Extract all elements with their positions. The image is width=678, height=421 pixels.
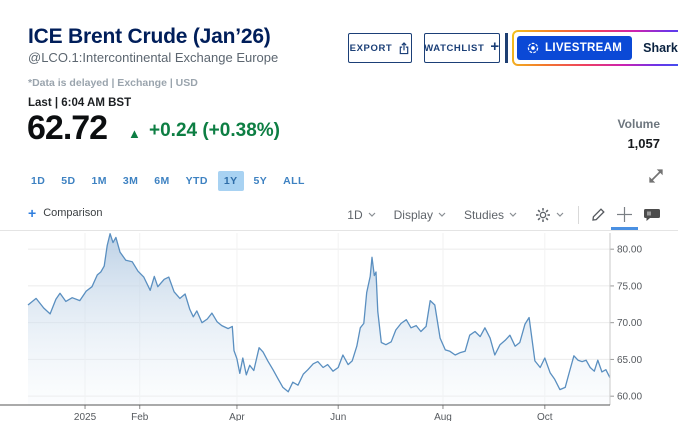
range-tabs: 1D 5D 1M 3M 6M YTD 1Y 5Y ALL [23, 171, 313, 191]
gear-icon [536, 207, 550, 222]
chart-settings-button[interactable] [526, 207, 573, 223]
range-tab-ytd[interactable]: YTD [185, 175, 208, 187]
toolbar-divider [578, 205, 579, 224]
livestream-banner-inner: LIVESTREAM Shark Tank [514, 32, 678, 64]
range-tab-5d[interactable]: 5D [61, 175, 76, 187]
chevron-down-icon [438, 212, 446, 217]
x-tick-label: 2025 [74, 412, 97, 421]
annotation-icon [643, 208, 660, 221]
watchlist-button-label: WATCHLIST [424, 42, 485, 54]
range-tab-all[interactable]: ALL [283, 175, 305, 187]
export-icon [398, 41, 410, 55]
price-area [28, 233, 610, 405]
price-line [27, 233, 611, 393]
y-tick-label: 65.00 [617, 355, 642, 366]
x-tick-label: Jun [330, 412, 346, 421]
range-tab-5y[interactable]: 5Y [253, 175, 268, 187]
crosshair-tool-button[interactable] [611, 199, 638, 230]
live-target-icon [527, 42, 539, 54]
up-arrow-icon: ▲ [128, 126, 141, 141]
chevron-down-icon [556, 212, 564, 217]
comparison-label: Comparison [43, 207, 103, 219]
last-price: 62.72 [27, 109, 108, 147]
livestream-button-label: LIVESTREAM [545, 42, 623, 54]
x-tick-label: Aug [434, 412, 452, 421]
range-tab-1d[interactable]: 1D [31, 175, 46, 187]
chart-plot-area[interactable]: 80.00 75.00 70.00 65.00 60.00 2025 Feb Apr Jun Au… [0, 231, 678, 421]
add-comparison-button[interactable]: + Comparison [28, 206, 103, 220]
y-tick-label: 80.00 [617, 245, 642, 256]
range-tab-6m[interactable]: 6M [154, 175, 170, 187]
last-traded-time: Last | 6:04 AM BST [28, 97, 132, 109]
display-dropdown-label: Display [393, 207, 433, 222]
x-tick-label: Oct [537, 412, 553, 421]
interval-dropdown[interactable]: 1D [338, 208, 384, 222]
x-tick-label: Apr [229, 412, 245, 421]
price-chart-svg: 80.00 75.00 70.00 65.00 60.00 2025 Feb Apr Jun Au… [0, 233, 642, 421]
livestream-banner: LIVESTREAM Shark Tank [512, 30, 678, 66]
expand-arrows-icon [649, 169, 663, 183]
y-tick-label: 70.00 [617, 318, 642, 329]
y-tick-label: 60.00 [617, 392, 642, 403]
crosshair-icon [617, 207, 632, 222]
pencil-icon [591, 207, 605, 221]
export-button-label: EXPORT [349, 42, 393, 54]
annotation-tool-button[interactable] [638, 199, 665, 230]
comparison-plus-icon: + [28, 205, 37, 221]
interval-dropdown-label: 1D [347, 207, 363, 222]
instrument-subtitle: @LCO.1:Intercontinental Exchange Europe [28, 50, 279, 65]
display-dropdown[interactable]: Display [385, 208, 455, 222]
y-tick-label: 75.00 [617, 281, 642, 292]
expand-chart-button[interactable] [647, 167, 665, 185]
studies-dropdown-label: Studies [463, 207, 504, 222]
export-button[interactable]: EXPORT [348, 33, 412, 63]
volume-label: Volume [617, 117, 660, 131]
volume-value: 1,057 [627, 136, 660, 151]
x-tick-label: Feb [131, 412, 149, 421]
data-delay-note: *Data is delayed | Exchange | USD [28, 77, 198, 89]
page-title: ICE Brent Crude (Jan’26) [28, 25, 271, 48]
header-divider [505, 33, 508, 63]
chart-tools: 1D Display Studies [338, 199, 665, 230]
range-tab-3m[interactable]: 3M [122, 175, 139, 187]
watchlist-button[interactable]: WATCHLIST + [424, 33, 500, 63]
price-change: +0.24 (+0.38%) [149, 120, 280, 141]
studies-dropdown[interactable]: Studies [455, 208, 526, 222]
range-tab-1m[interactable]: 1M [91, 175, 107, 187]
chart-toolbar: + Comparison 1D Display Studies [0, 199, 678, 231]
chevron-down-icon [509, 212, 517, 217]
livestream-show-label[interactable]: Shark Tank [643, 41, 678, 55]
livestream-button[interactable]: LIVESTREAM [517, 36, 633, 60]
range-tab-1y[interactable]: 1Y [217, 171, 244, 191]
draw-tool-button[interactable] [584, 199, 611, 230]
chevron-down-icon [368, 212, 376, 217]
